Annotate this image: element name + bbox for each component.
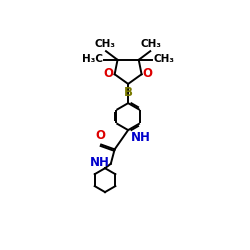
Text: NH: NH [130, 131, 150, 144]
Text: CH₃: CH₃ [94, 39, 116, 49]
Text: CH₃: CH₃ [141, 39, 162, 49]
Text: O: O [142, 67, 152, 80]
Text: H₃C: H₃C [82, 54, 102, 64]
Text: NH: NH [90, 156, 109, 169]
Text: O: O [95, 129, 105, 142]
Text: O: O [104, 67, 114, 80]
Text: CH₃: CH₃ [154, 54, 175, 64]
Text: B: B [124, 86, 132, 99]
